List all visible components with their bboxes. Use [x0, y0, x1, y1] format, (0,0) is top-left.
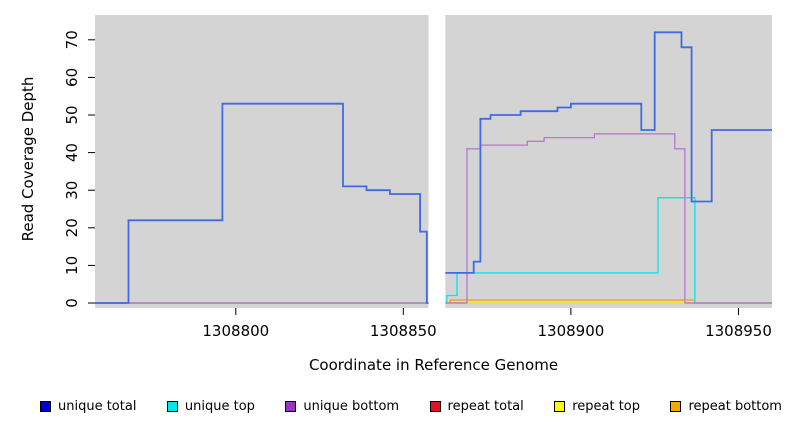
y-tick-label: 10 — [63, 256, 81, 275]
legend-item-unique-bottom: unique bottom — [285, 399, 399, 414]
y-tick-label: 50 — [63, 105, 81, 124]
y-tick-label: 30 — [63, 181, 81, 200]
legend-item-repeat-total: repeat total — [429, 399, 524, 414]
y-tick-label: 60 — [63, 68, 81, 87]
x-tick-label: 1308800 — [202, 322, 269, 340]
y-tick-label: 40 — [63, 143, 81, 162]
x-axis-title: Coordinate in Reference Genome — [308, 356, 559, 374]
legend-swatch-repeat-bottom — [670, 401, 682, 412]
legend-swatch-repeat-top — [554, 401, 566, 412]
legend-item-repeat-top: repeat top — [554, 399, 640, 414]
coverage-gap-band — [428, 15, 446, 308]
legend-label-unique-top: unique top — [184, 399, 255, 414]
x-tick-label: 1308850 — [370, 322, 437, 340]
legend-item-repeat-bottom: repeat bottom — [670, 399, 782, 414]
legend-item-unique-top: unique top — [166, 399, 255, 414]
legend-label-repeat-top: repeat top — [572, 399, 640, 414]
x-tick-label: 1308900 — [537, 322, 604, 340]
legend-label-unique-total: unique total — [58, 399, 137, 414]
legend-swatch-unique-total — [40, 401, 51, 412]
legend-swatch-unique-bottom — [285, 401, 297, 412]
legend-swatch-unique-top — [166, 401, 178, 412]
series-unique-top — [95, 197, 772, 304]
legend-swatch-repeat-total — [429, 401, 441, 412]
y-tick-label: 0 — [63, 298, 81, 308]
coverage-step-plot: 1308800 1308850 1308900 1308950 0 10 20 30 40 50 6… — [63, 15, 772, 340]
legend: unique total unique top unique bottom repea… — [40, 399, 782, 414]
series-unique-bottom — [95, 133, 772, 304]
legend-label-repeat-total: repeat total — [447, 399, 524, 414]
legend-label-repeat-bottom: repeat bottom — [688, 399, 782, 414]
y-tick-label: 70 — [63, 30, 81, 49]
y-axis-title: Read Coverage Depth — [19, 76, 37, 242]
legend-item-unique-total: unique total — [40, 399, 136, 414]
series-unique-total — [95, 31, 772, 304]
x-tick-label: 1308950 — [705, 322, 772, 340]
y-tick-label: 20 — [63, 218, 81, 237]
legend-label-unique-bottom: unique bottom — [303, 399, 400, 414]
